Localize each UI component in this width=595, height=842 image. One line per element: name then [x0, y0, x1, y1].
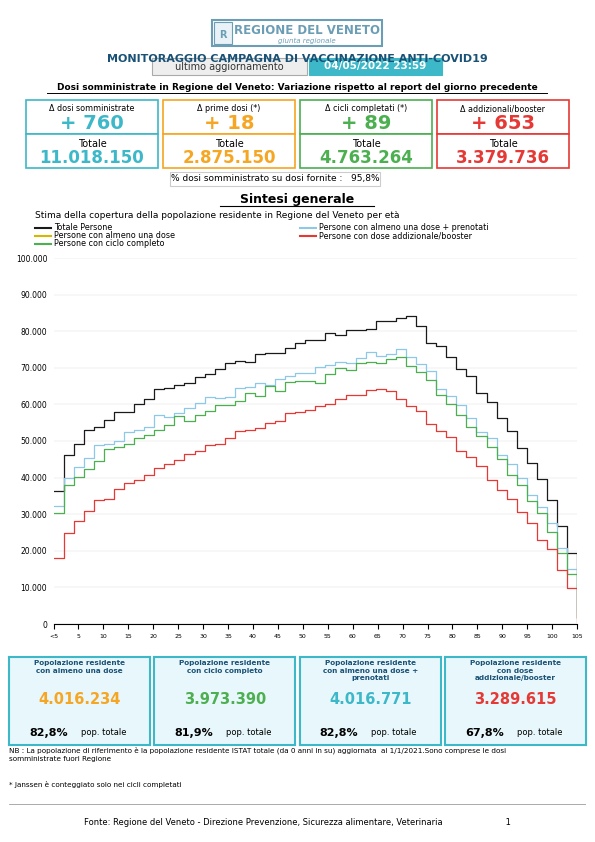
Text: Δ addizionali/booster: Δ addizionali/booster [461, 104, 546, 113]
Text: Δ dosi somministrate: Δ dosi somministrate [49, 104, 134, 113]
Text: Totale: Totale [352, 139, 380, 148]
Text: pop. totale: pop. totale [226, 728, 271, 738]
Text: Persone con dose addizionale/booster: Persone con dose addizionale/booster [319, 232, 472, 241]
Text: 2.875.150: 2.875.150 [182, 150, 275, 168]
FancyBboxPatch shape [152, 58, 307, 75]
FancyBboxPatch shape [214, 22, 232, 44]
Text: Sintesi generale: Sintesi generale [240, 194, 354, 206]
FancyBboxPatch shape [170, 172, 380, 186]
FancyBboxPatch shape [26, 100, 158, 134]
Text: Totale: Totale [215, 139, 243, 148]
Text: 67,8%: 67,8% [465, 727, 504, 738]
Text: 04/05/2022 23:59: 04/05/2022 23:59 [324, 61, 426, 72]
Text: giunta regionale: giunta regionale [278, 38, 336, 44]
Text: NB : La popolazione di riferimento è la popolazione residente ISTAT totale (da 0: NB : La popolazione di riferimento è la … [9, 747, 506, 762]
Text: Totale: Totale [488, 139, 518, 148]
Text: R: R [219, 30, 227, 40]
Text: * Janssen è conteggiato solo nei cicli completati: * Janssen è conteggiato solo nei cicli c… [9, 781, 181, 788]
Text: pop. totale: pop. totale [516, 728, 562, 738]
Text: + 653: + 653 [471, 114, 535, 133]
Text: Stima della copertura della popolazione residente in Regione del Veneto per età: Stima della copertura della popolazione … [35, 211, 399, 221]
Text: Dosi somministrate in Regione del Veneto: Variazione rispetto al report del gior: Dosi somministrate in Regione del Veneto… [57, 83, 537, 93]
Text: 3.289.615: 3.289.615 [474, 691, 557, 706]
FancyBboxPatch shape [26, 134, 158, 168]
Text: + 760: + 760 [60, 114, 124, 133]
FancyBboxPatch shape [437, 134, 569, 168]
Text: Δ prime dosi (*): Δ prime dosi (*) [198, 104, 261, 113]
Text: 3.973.390: 3.973.390 [184, 691, 266, 706]
Text: pop. totale: pop. totale [81, 728, 126, 738]
Text: % dosi somministrato su dosi fornite :   95,8%: % dosi somministrato su dosi fornite : 9… [171, 174, 380, 184]
Text: 4.016.234: 4.016.234 [38, 691, 121, 706]
Text: pop. totale: pop. totale [371, 728, 417, 738]
Text: 82,8%: 82,8% [320, 727, 358, 738]
Text: 4.016.771: 4.016.771 [329, 691, 411, 706]
Text: Persone con almeno una dose: Persone con almeno una dose [54, 232, 175, 241]
Text: Popolazione residente
con dose
addizionale/booster: Popolazione residente con dose addiziona… [470, 660, 561, 681]
Text: Persone con ciclo completo: Persone con ciclo completo [54, 239, 164, 248]
Text: Persone con almeno una dose + prenotati: Persone con almeno una dose + prenotati [319, 223, 488, 232]
Text: Popolazione residente
con almeno una dose: Popolazione residente con almeno una dos… [34, 660, 125, 674]
Text: Δ cicli completati (*): Δ cicli completati (*) [325, 104, 407, 113]
FancyBboxPatch shape [437, 100, 569, 134]
Text: 3.379.736: 3.379.736 [456, 150, 550, 168]
FancyBboxPatch shape [212, 20, 382, 46]
FancyBboxPatch shape [300, 134, 432, 168]
FancyBboxPatch shape [163, 100, 295, 134]
Text: 11.018.150: 11.018.150 [40, 150, 145, 168]
Text: 82,8%: 82,8% [29, 727, 68, 738]
Text: Fonte: Regione del Veneto - Direzione Prevenzione, Sicurezza alimentare, Veterin: Fonte: Regione del Veneto - Direzione Pr… [84, 818, 511, 827]
FancyBboxPatch shape [300, 100, 432, 134]
FancyBboxPatch shape [309, 58, 442, 75]
Text: + 18: + 18 [203, 114, 254, 133]
Text: 81,9%: 81,9% [174, 727, 213, 738]
Text: MONITORAGGIO CAMPAGNA DI VACCINAZIONE ANTI-COVID19: MONITORAGGIO CAMPAGNA DI VACCINAZIONE AN… [107, 54, 487, 64]
Text: Popolazione residente
con ciclo completo: Popolazione residente con ciclo completo [179, 660, 270, 674]
FancyBboxPatch shape [163, 134, 295, 168]
Text: Totale: Totale [77, 139, 107, 148]
Text: Totale Persone: Totale Persone [54, 223, 112, 232]
Text: Popolazione residente
con almeno una dose +
prenotati: Popolazione residente con almeno una dos… [322, 660, 418, 681]
Text: 4.763.264: 4.763.264 [319, 150, 413, 168]
Text: + 89: + 89 [341, 114, 391, 133]
Text: REGIONE DEL VENETO: REGIONE DEL VENETO [234, 24, 380, 38]
Text: ultimo aggiornamento: ultimo aggiornamento [175, 61, 283, 72]
